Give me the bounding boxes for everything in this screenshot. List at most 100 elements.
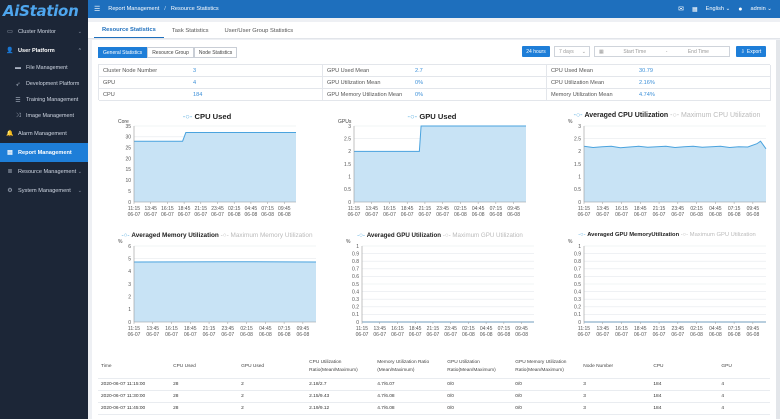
segment-resource-group[interactable]: Resource Group (147, 47, 194, 58)
top-bar: ☰ Report Management / Resource Statistic… (88, 0, 780, 18)
export-button[interactable]: ⇩ Export (736, 46, 766, 57)
legend-entry[interactable]: Averaged GPU MemoryUtilization (587, 232, 680, 238)
y-tick-label: 0 (348, 200, 351, 206)
x-tick-label: 06-07 (634, 332, 647, 338)
menu-toggle-icon[interactable]: ☰ (94, 6, 101, 13)
y-tick-label: 10 (125, 178, 131, 184)
legend-entry[interactable]: GPU Used (419, 112, 457, 121)
sidebar-item-alarm-management[interactable]: 🔔 Alarm Management (0, 124, 88, 143)
y-tick-label: 2 (128, 294, 131, 300)
y-tick-label: 1 (128, 307, 131, 313)
y-tick-label: 20 (125, 156, 131, 162)
user-avatar-icon[interactable]: ● (738, 5, 743, 13)
x-tick-label: 02:15 (690, 206, 703, 212)
date-range-picker[interactable]: ▦ Start Time - End Time (594, 46, 730, 57)
table-cell: 4.7/6.07 (374, 378, 445, 391)
x-tick-label: 21:15 (427, 326, 440, 332)
x-tick-label: 06-07 (383, 212, 396, 218)
breadcrumb-separator: / (164, 6, 166, 12)
y-unit-label: % (118, 239, 123, 245)
table-cell: 2.15/9.43 (306, 390, 375, 403)
y-unit-label: % (346, 239, 351, 245)
segment-node-statistics[interactable]: Node Statistics (193, 47, 238, 58)
legend-marker-icon: -○- (573, 112, 585, 119)
table-cell: 4 (718, 402, 770, 415)
sidebar-item-user-platform[interactable]: 👤 User Platform ⌃ (0, 41, 88, 60)
sidebar-item-resource-management[interactable]: ≣ Resource Management ⌄ (0, 162, 88, 181)
legend-marker-icon: -○- (220, 232, 231, 239)
x-tick-label: 09:45 (507, 206, 520, 212)
legend-entry-off[interactable]: Maximum GPU Utilization (689, 232, 756, 238)
x-tick-label: 13:45 (597, 206, 610, 212)
table-header-cell: Time (98, 356, 171, 379)
table-header-row: Time CPU Used GPU Used CPU Utilization Rati… (98, 356, 770, 379)
y-tick-label: 1 (348, 174, 351, 180)
x-tick-label: 21:15 (653, 326, 666, 332)
legend-entry[interactable]: Averaged CPU Utilization (584, 112, 669, 119)
range-24h-button[interactable]: 24 hours (522, 46, 550, 57)
x-tick-label: 11:15 (128, 326, 140, 332)
y-tick-label: 1 (578, 244, 581, 250)
x-tick-label: 07:15 (261, 206, 274, 212)
y-unit-label: Core (118, 119, 129, 125)
stat-cpu: CPU 184 (99, 89, 323, 101)
sidebar-item-file-management[interactable]: ▬ File Management (0, 60, 88, 76)
tab-user-group-statistics[interactable]: User/User Group Statistics (224, 28, 294, 34)
legend-entry[interactable]: Averaged GPU Utilization (366, 232, 442, 239)
legend-entry[interactable]: CPU Used (194, 112, 232, 121)
scrollbar[interactable] (776, 40, 780, 419)
x-tick-label: 07:15 (490, 206, 503, 212)
x-tick-label: 16:15 (615, 206, 628, 212)
x-tick-label: 04:45 (709, 206, 722, 212)
legend-entry-off[interactable]: Maximum GPU Utilization (452, 232, 523, 239)
end-time-input[interactable]: End Time (687, 48, 709, 55)
sidebar: AiStation ▭ Cluster Monitor ⌄ 👤 User Platfo… (0, 0, 88, 419)
table-cell: 3 (580, 402, 651, 415)
sidebar-item-system-management[interactable]: ⚙ System Management ⌄ (0, 181, 88, 200)
sidebar-item-development-platform[interactable]: ➶ Development Platform (0, 76, 88, 92)
mail-icon[interactable]: ✉ (678, 6, 684, 13)
sidebar-item-cluster-monitor[interactable]: ▭ Cluster Monitor ⌄ (0, 22, 88, 41)
y-tick-label: 2.5 (344, 136, 351, 142)
sidebar-item-report-management[interactable]: ▤ Report Management (0, 143, 88, 162)
table-header-cell: GPU Utilization Ratio(Mean/Maximum) (444, 356, 513, 379)
x-tick-label: 09:45 (747, 326, 760, 332)
user-name: admin (750, 6, 766, 12)
legend-entry-off[interactable]: Maximum Memory Utilization (230, 232, 313, 239)
y-tick-label: 0 (578, 320, 581, 326)
chart-svg: %00.10.20.30.40.50.60.70.80.9111:1506-07… (346, 239, 534, 338)
y-tick-label: 2.5 (574, 136, 581, 142)
table-cell: 0/0 (512, 390, 581, 403)
tab-resource-statistics[interactable]: Resource Statistics (94, 27, 164, 38)
x-tick-label: 06-08 (709, 332, 722, 338)
x-tick-label: 18:45 (409, 326, 422, 332)
y-tick-label: 0.8 (574, 259, 581, 265)
breadcrumb-report-management[interactable]: Report Management (108, 6, 160, 12)
language-select[interactable]: English ⌄ (705, 6, 731, 12)
user-menu[interactable]: admin ⌄ (750, 6, 773, 12)
legend-entry-off[interactable]: Maximum CPU Utilization (681, 112, 761, 119)
sidebar-item-training-management[interactable]: ☰ Training Management (0, 92, 88, 108)
start-time-input[interactable]: Start Time (623, 48, 647, 55)
x-tick-label: 13:45 (597, 326, 610, 332)
chart-gpu-used: GPUs 0 0.5 1 1.5 2 2.5 3 11:15 06-07 13:45 06-07 16:… (332, 112, 532, 226)
y-tick-label: 0 (578, 200, 581, 206)
legend-marker-icon: -○- (407, 112, 420, 121)
x-tick-label: 06-07 (409, 332, 422, 338)
stat-value: 184 (193, 91, 203, 98)
x-tick-label: 06-07 (161, 212, 174, 218)
x-tick-label: 06-07 (615, 212, 628, 218)
table-cell: 2020-06-07 11:15:00 (98, 378, 171, 391)
x-tick-label: 21:15 (203, 326, 216, 332)
y-tick-label: 0.6 (574, 274, 581, 280)
sidebar-item-image-management[interactable]: ⤨ Image Management (0, 108, 88, 124)
sidebar-item-label: Image Management (26, 113, 74, 119)
legend-entry[interactable]: Averaged Memory Utilization (131, 232, 219, 239)
y-tick-label: 3 (578, 124, 581, 130)
tab-task-statistics[interactable]: Task Statistics (171, 28, 209, 34)
statistics-table: Time CPU Used GPU Used CPU Utilization Rati… (98, 356, 770, 419)
chevron-down-icon: ⌄ (77, 187, 82, 194)
export-icon: ⇩ (740, 48, 745, 55)
segment-general-statistics[interactable]: General Statistics (98, 47, 148, 58)
days-select[interactable]: 7 days ⌄ (554, 46, 590, 57)
